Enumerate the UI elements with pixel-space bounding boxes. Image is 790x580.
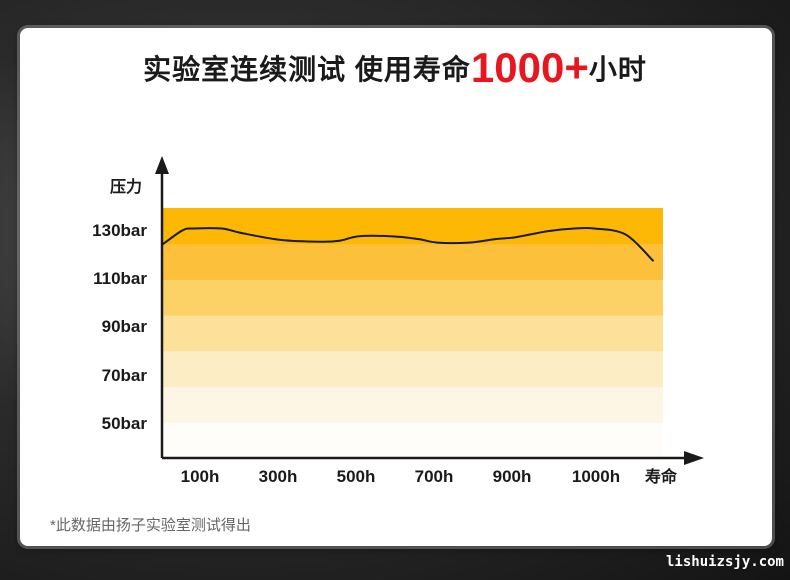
chart-band xyxy=(163,315,663,352)
x-tick-label: 300h xyxy=(259,467,298,486)
chart-band xyxy=(163,386,663,423)
y-tick-label: 50bar xyxy=(102,414,148,433)
x-tick-label: 700h xyxy=(415,467,454,486)
y-tick-label: 130bar xyxy=(92,221,147,240)
chart-band xyxy=(163,243,663,280)
x-tick-label: 100h xyxy=(181,467,220,486)
page-title: 实验室连续测试 使用寿命1000+小时 xyxy=(0,44,790,92)
y-tick-label: 90bar xyxy=(102,317,148,336)
y-axis-label: 压力 xyxy=(110,177,142,196)
x-axis-label: 寿命 xyxy=(645,467,678,486)
watermark: lishuizsjy.com xyxy=(665,554,784,570)
chart-band xyxy=(163,422,663,459)
x-tick-label: 1000h xyxy=(572,467,620,486)
x-tick-label: 500h xyxy=(337,467,376,486)
chart-band xyxy=(163,279,663,316)
y-tick-label: 110bar xyxy=(93,269,147,288)
x-axis-arrow xyxy=(684,451,704,465)
y-tick-label: 70bar xyxy=(102,366,148,385)
title-highlight: 1000+ xyxy=(470,44,589,91)
y-axis-arrow xyxy=(155,156,169,174)
footnote: *此数据由扬子实验室测试得出 xyxy=(50,517,251,534)
x-tick-label: 900h xyxy=(493,467,532,486)
title-main: 实验室连续测试 使用寿命 xyxy=(143,54,471,85)
title-tail: 小时 xyxy=(588,54,647,85)
pressure-curve xyxy=(162,226,654,262)
chart-band xyxy=(163,350,663,388)
